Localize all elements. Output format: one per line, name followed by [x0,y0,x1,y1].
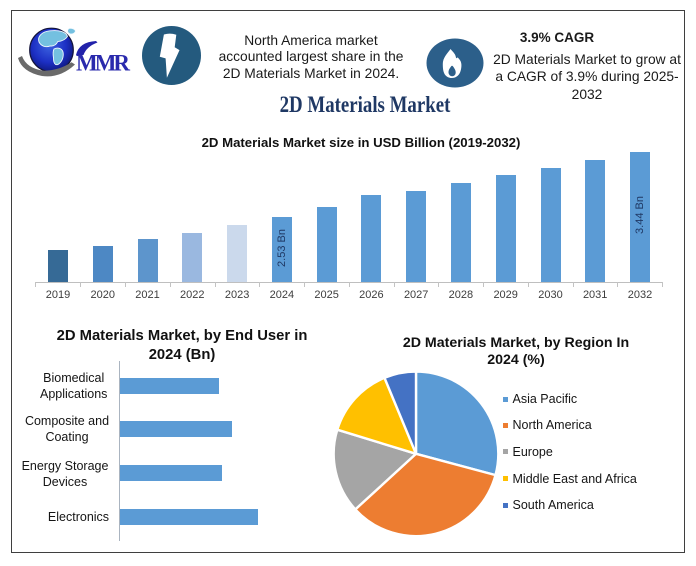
svg-text:MMR: MMR [76,51,130,76]
